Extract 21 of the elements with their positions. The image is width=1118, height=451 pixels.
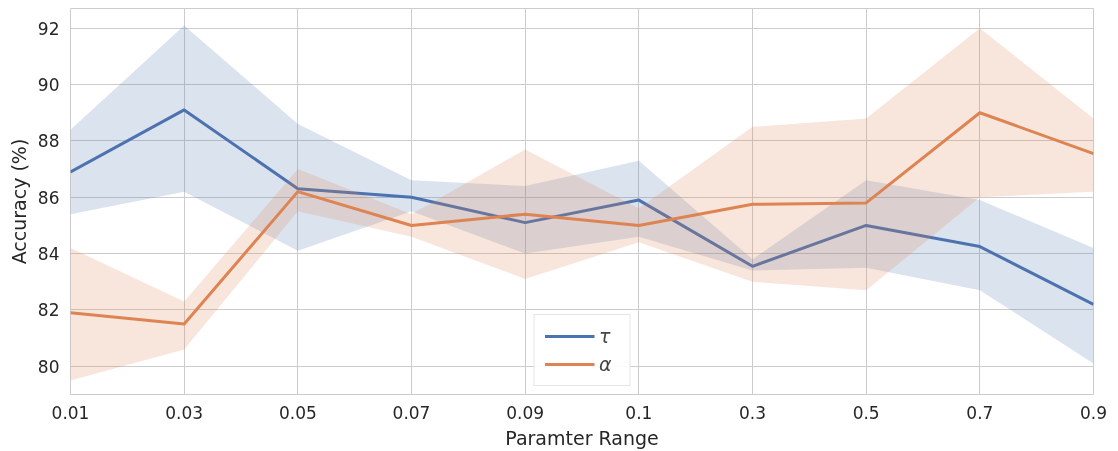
y-tick-label: 84 [37,244,60,265]
x-tick-label: 0.9 [1079,402,1108,423]
y-tick-label: 90 [37,75,60,96]
x-axis-title: Paramter Range [505,426,659,449]
x-tick-label: 0.09 [506,402,545,423]
y-tick-label: 86 [37,187,60,208]
x-tick-label: 0.5 [852,402,880,423]
x-tick-label: 0.01 [51,402,90,423]
x-tick-label: 0.03 [165,402,204,423]
x-tick-label: 0.07 [392,402,431,423]
x-tick-label: 0.1 [625,402,653,423]
x-tick-label: 0.7 [966,402,994,423]
legend-label: τ [599,325,612,347]
y-tick-label: 80 [37,356,60,377]
y-tick-label: 82 [37,300,60,321]
y-tick-label: 92 [37,18,60,39]
legend-label: α [599,353,613,375]
x-tick-label: 0.3 [738,402,767,423]
x-tick-label: 0.05 [278,402,317,423]
y-tick-label: 88 [37,131,60,152]
y-axis-title: Accuracy (%) [7,138,30,265]
